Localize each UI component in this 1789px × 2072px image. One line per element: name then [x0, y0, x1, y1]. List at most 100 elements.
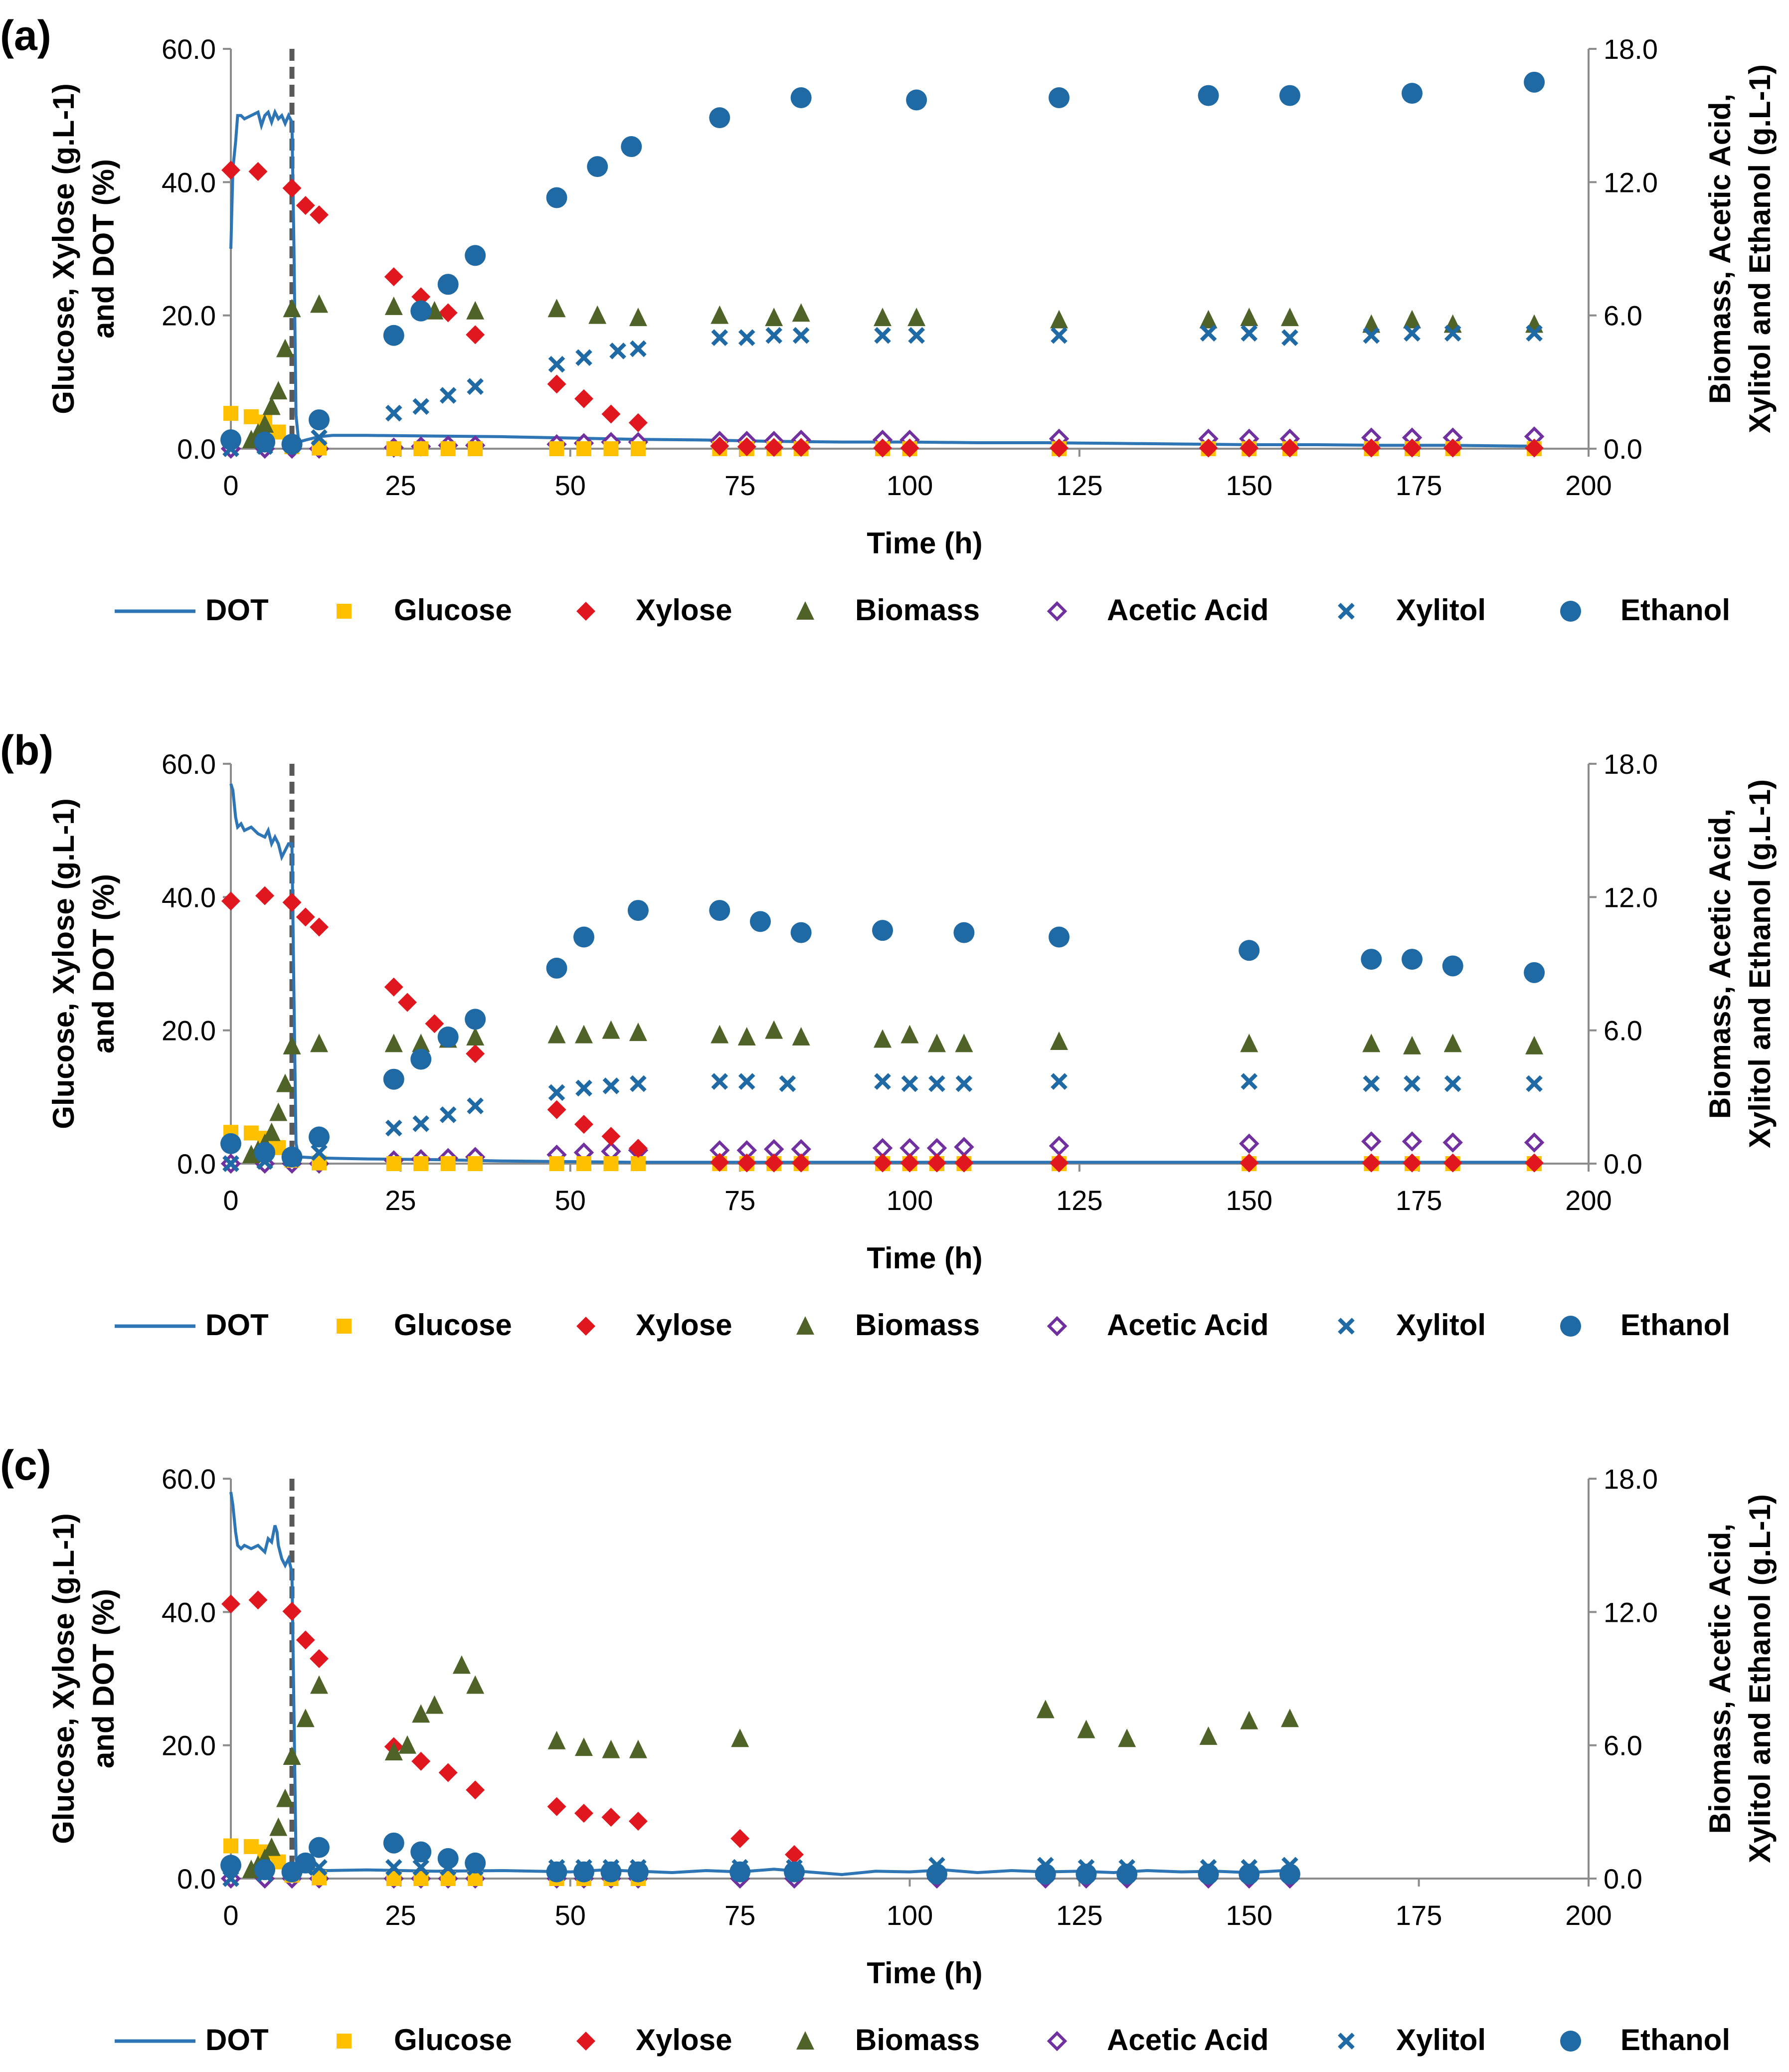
biomass-point	[547, 1730, 566, 1749]
biomass-point	[1240, 1711, 1258, 1729]
xylose-point	[1525, 1153, 1544, 1173]
x-tick-label: 50	[555, 1185, 586, 1216]
panel-label: (b)	[0, 727, 53, 774]
xylitol-point	[711, 1073, 728, 1090]
ethanol-point	[749, 911, 771, 932]
xylitol-point	[1404, 325, 1421, 342]
xylose-point	[309, 1649, 329, 1668]
x-tick-label: 125	[1056, 1899, 1102, 1931]
series-xylitol	[222, 325, 1543, 457]
legend-label: Xylose	[636, 2023, 732, 2057]
legend-xylitol-marker	[1338, 603, 1355, 620]
xylitol-point	[1363, 1075, 1380, 1092]
xylose-point	[397, 993, 417, 1012]
xylose-point	[547, 1100, 566, 1119]
biomass-point	[711, 305, 729, 324]
legend-label: Acetic Acid	[1107, 2023, 1269, 2057]
ethanol-point	[437, 1027, 459, 1048]
xylitol-point	[412, 1115, 430, 1132]
xylose-point	[255, 886, 275, 905]
xylose-point	[785, 1845, 804, 1864]
y-axis-title-line1: Glucose, Xylose (g.L-1)	[47, 83, 80, 414]
legend-label: Biomass	[855, 2023, 980, 2057]
biomass-point	[1240, 308, 1258, 327]
xylitol-point	[311, 1144, 328, 1161]
biomass-point	[466, 1675, 485, 1694]
xylose-point	[309, 205, 329, 224]
ethanol-point	[465, 245, 486, 266]
series-ethanol	[220, 71, 1545, 455]
biomass-point	[1077, 1720, 1095, 1738]
biomass-point	[602, 1020, 620, 1039]
legend-glucose-marker	[337, 2034, 352, 2049]
x-tick-label: 75	[724, 470, 755, 501]
y-tick-label: 20.0	[162, 300, 216, 332]
xylitol-point	[630, 340, 647, 357]
ethanol-point	[872, 920, 894, 941]
y2-axis-title-line1: Biomass, Acetic Acid,	[1703, 94, 1737, 404]
glucose-point	[630, 441, 646, 456]
biomass-point	[1240, 1034, 1258, 1052]
biomass-point	[1525, 1036, 1544, 1054]
ethanol-point	[254, 1859, 276, 1881]
biomass-point	[1036, 1700, 1055, 1719]
x-tick-label: 100	[887, 1185, 933, 1216]
legend-label: Acetic Acid	[1107, 1308, 1269, 1342]
x-tick-label: 175	[1396, 1899, 1442, 1931]
glucose-point	[468, 1156, 483, 1171]
biomass-point	[874, 308, 892, 327]
biomass-point	[1050, 310, 1069, 329]
acetic-acid-point	[1524, 1132, 1545, 1153]
biomass-point	[737, 1027, 756, 1046]
ethanol-point	[308, 1837, 330, 1858]
xylose-point	[411, 1751, 431, 1771]
panel-label: (a)	[0, 12, 51, 59]
y2-axis-title-line2: Xylitol and Ethanol (g.L-1)	[1743, 64, 1777, 433]
xylose-point	[384, 977, 403, 997]
xylose-point	[900, 1153, 919, 1173]
biomass-point	[1362, 1034, 1381, 1052]
ethanol-point	[1442, 955, 1463, 977]
xylose-point	[438, 1763, 458, 1782]
xylitol-point	[548, 1084, 565, 1101]
biomass-point	[466, 1027, 485, 1046]
y-tick-label: 60.0	[162, 748, 216, 780]
xylitol-point	[412, 1859, 430, 1876]
ethanol-point	[254, 1142, 276, 1163]
ethanol-point	[1524, 962, 1545, 983]
biomass-point	[466, 301, 485, 320]
acetic-acid-point	[1049, 1136, 1070, 1156]
xylitol-point	[1241, 325, 1258, 342]
ethanol-point	[1239, 1864, 1260, 1885]
glucose-point	[440, 1156, 456, 1171]
xylose-point	[221, 161, 240, 180]
biomass-point	[629, 1739, 647, 1758]
xylitol-point	[311, 429, 328, 446]
x-tick-label: 200	[1565, 1899, 1611, 1931]
legend-acetic-acid-marker	[1047, 2031, 1068, 2052]
biomass-point	[452, 1655, 471, 1674]
legend-xylose-marker	[576, 2032, 595, 2051]
xylose-point	[282, 1601, 302, 1621]
x-tick-label: 125	[1056, 1185, 1102, 1216]
glucose-point	[603, 441, 619, 456]
glucose-point	[386, 1156, 401, 1171]
x-tick-label: 200	[1565, 470, 1611, 501]
glucose-point	[243, 409, 259, 424]
xylitol-point	[575, 1079, 592, 1097]
xylose-point	[791, 1153, 811, 1173]
y-tick-label: 20.0	[162, 1730, 216, 1761]
xylose-point	[282, 893, 302, 912]
biomass-point	[425, 1695, 444, 1714]
ethanol-point	[410, 1048, 432, 1070]
biomass-point	[310, 294, 328, 313]
xylitol-point	[412, 398, 430, 415]
ethanol-point	[1279, 1864, 1300, 1885]
xylitol-point	[874, 1073, 891, 1090]
series-biomass	[242, 294, 1544, 449]
glucose-point	[576, 1156, 591, 1171]
y-axis-title-line2: and DOT (%)	[87, 159, 120, 339]
x-tick-label: 0	[223, 1899, 238, 1931]
xylose-point	[547, 374, 566, 394]
xylose-point	[1362, 1153, 1381, 1173]
